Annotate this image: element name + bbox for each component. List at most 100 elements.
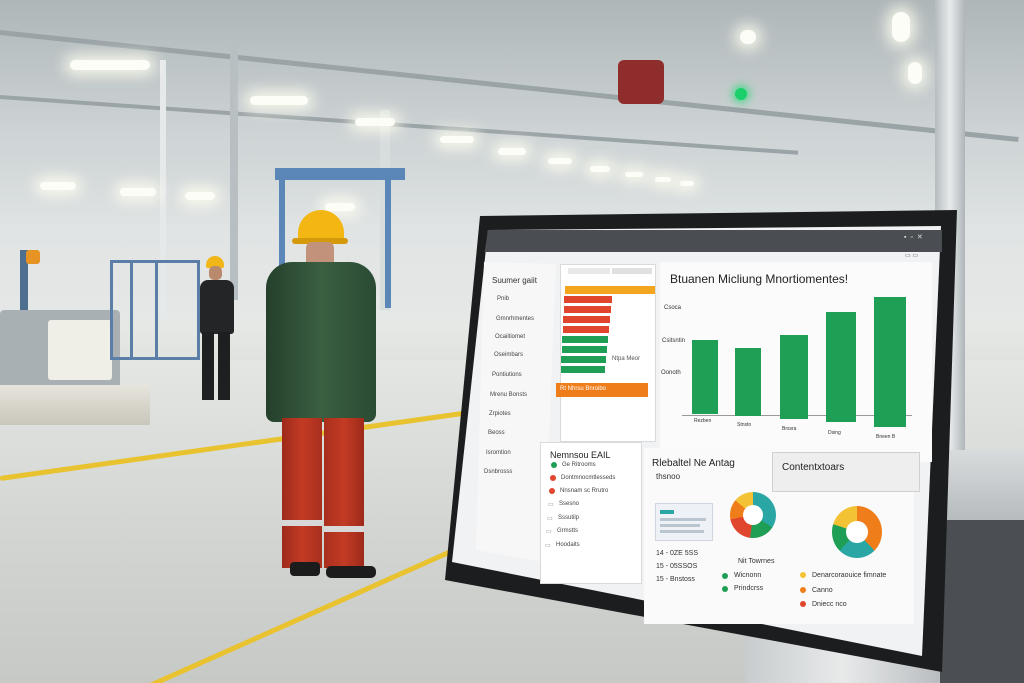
ceiling-lamp	[355, 118, 395, 126]
chart-x-label: Brssra	[782, 426, 797, 432]
right-equipment	[940, 450, 1024, 683]
notice-bullet-icon: ▭	[545, 543, 551, 549]
pillar	[230, 40, 238, 300]
sidebar-item[interactable]: Dsnbrosss	[484, 469, 513, 475]
status-row-red[interactable]	[563, 316, 610, 323]
ceiling-lamp	[120, 188, 156, 196]
notice-bullet-icon: ▭	[548, 502, 554, 508]
status-dot-icon	[550, 475, 556, 481]
legend-dot-icon	[800, 601, 806, 607]
status-dot-icon	[549, 488, 555, 494]
legend-mid-item: Prindcrss	[734, 585, 764, 592]
red-hoist	[618, 60, 664, 104]
ceiling	[0, 0, 1024, 230]
status-row-green[interactable]	[562, 346, 607, 353]
status-row-red[interactable]	[564, 296, 612, 303]
ceiling-lamp	[40, 182, 76, 190]
status-footer-bar	[556, 383, 648, 397]
production-machine	[0, 250, 150, 430]
legend-mid-title: Nit Towrnes	[738, 558, 775, 565]
ceiling-lamp	[498, 148, 526, 155]
donut-chart-right[interactable]	[832, 506, 882, 558]
ceiling-lamp	[625, 172, 643, 177]
report-thumbnail-icon[interactable]	[655, 503, 713, 541]
chart-bar[interactable]	[826, 312, 856, 422]
chart-bar[interactable]	[692, 340, 718, 414]
ceiling-lamp	[440, 136, 474, 143]
ceiling-lamp	[250, 96, 308, 105]
legend-right-item: Denarcoraouice fimnate	[812, 572, 887, 579]
status-panel-header	[612, 268, 652, 274]
chart-y-label: Csitsntin	[662, 338, 686, 344]
notice-item[interactable]: Dontmnocmtlesseds	[561, 475, 616, 481]
chart-x-label: Bneen B	[876, 434, 896, 440]
sidebar-item[interactable]: Mrenu Bonsts	[490, 392, 528, 398]
ceiling-lamp	[655, 177, 671, 182]
notice-bullet-icon: ▭	[546, 529, 552, 535]
notice-bullet-icon: ▭	[547, 516, 553, 522]
context-tab-label: Contentxtoars	[782, 462, 845, 473]
sidebar-heading: Suumer gaiit	[492, 276, 537, 285]
chart-title: Btuanen Micliung Mnortiomentes!	[670, 272, 849, 286]
sidebar-item[interactable]: Pnib	[497, 296, 510, 302]
topbar-indicator-icon: ▭ ▭	[905, 253, 919, 259]
ceiling-lamp	[590, 166, 610, 172]
sidebar-item[interactable]: Pontiutions	[492, 372, 522, 378]
ceiling-lamp	[70, 60, 150, 70]
window-controls-icon[interactable]: ▪ ▫ ✕	[904, 234, 924, 241]
status-row-red[interactable]	[563, 326, 609, 333]
ceiling-lamp	[548, 158, 572, 164]
notice-item[interactable]: Nnsnam sc Rrutro	[560, 488, 609, 494]
status-row-green[interactable]	[562, 336, 608, 343]
notices-panel	[540, 442, 642, 584]
status-light	[735, 88, 747, 100]
notice-item[interactable]: Ssesno	[559, 501, 580, 507]
legend-left-item: 14 - 0ZE 5SS	[656, 550, 699, 557]
status-side-label: Ntpa Meor	[612, 356, 641, 362]
sidebar-item[interactable]: Gmnrhmentes	[496, 316, 535, 322]
status-highlight-bar	[565, 286, 655, 294]
ceiling-lamp	[325, 203, 355, 211]
ceiling-lamp	[185, 192, 215, 200]
notice-item[interactable]: Ge Ritrooms	[562, 462, 596, 468]
sidebar-item[interactable]: Oseimbars	[494, 352, 524, 358]
ceiling-lamp	[892, 12, 910, 42]
worker-foreground	[262, 210, 382, 582]
dashboard-topbar	[484, 230, 942, 252]
chart-bar[interactable]	[874, 297, 906, 427]
ceiling-lamp	[740, 30, 756, 44]
chart-x-label: Rezben	[694, 418, 712, 424]
sidebar-item[interactable]: Zrpiotes	[489, 411, 511, 417]
sidebar-item[interactable]: Ocaiitiomet	[495, 334, 526, 340]
notice-item[interactable]: Grmstts	[557, 528, 578, 534]
ceiling-lamp	[908, 62, 922, 84]
legend-left-item: 15 - 05SSOS	[656, 563, 698, 570]
chart-bar[interactable]	[780, 335, 808, 419]
legend-mid-item: Wicnonn	[734, 572, 762, 579]
legend-dot-icon	[722, 586, 728, 592]
status-panel-header	[568, 268, 610, 274]
sidebar-item[interactable]: Isromtion	[486, 450, 511, 456]
status-dot-icon	[551, 462, 557, 468]
legend-dot-icon	[800, 587, 806, 593]
donut-chart-left[interactable]	[730, 492, 776, 538]
chart-bar[interactable]	[735, 348, 761, 416]
status-row-green[interactable]	[561, 366, 605, 373]
legend-right-item: Dniecc nco	[812, 601, 847, 608]
chart-y-label: Oonoth	[661, 370, 681, 376]
notice-item[interactable]: Hoodaits	[556, 542, 580, 548]
conveyor-frame	[275, 168, 405, 308]
status-row-red[interactable]	[564, 306, 611, 313]
ceiling-lamp	[680, 181, 694, 186]
status-row-green[interactable]	[561, 356, 606, 363]
legend-right-item: Canno	[812, 587, 833, 594]
context-tab[interactable]	[772, 452, 920, 492]
sidebar-item[interactable]: Beoss	[488, 430, 505, 436]
notices-title: Nemnsou EAIL	[550, 450, 611, 460]
worker-background	[190, 256, 236, 404]
legend-dot-icon	[722, 573, 728, 579]
chart-x-label: Stnsto	[737, 422, 752, 428]
chart-x-label: Dsing	[828, 430, 841, 436]
pillar	[160, 60, 166, 320]
notice-item[interactable]: Sssutilp	[558, 515, 580, 521]
